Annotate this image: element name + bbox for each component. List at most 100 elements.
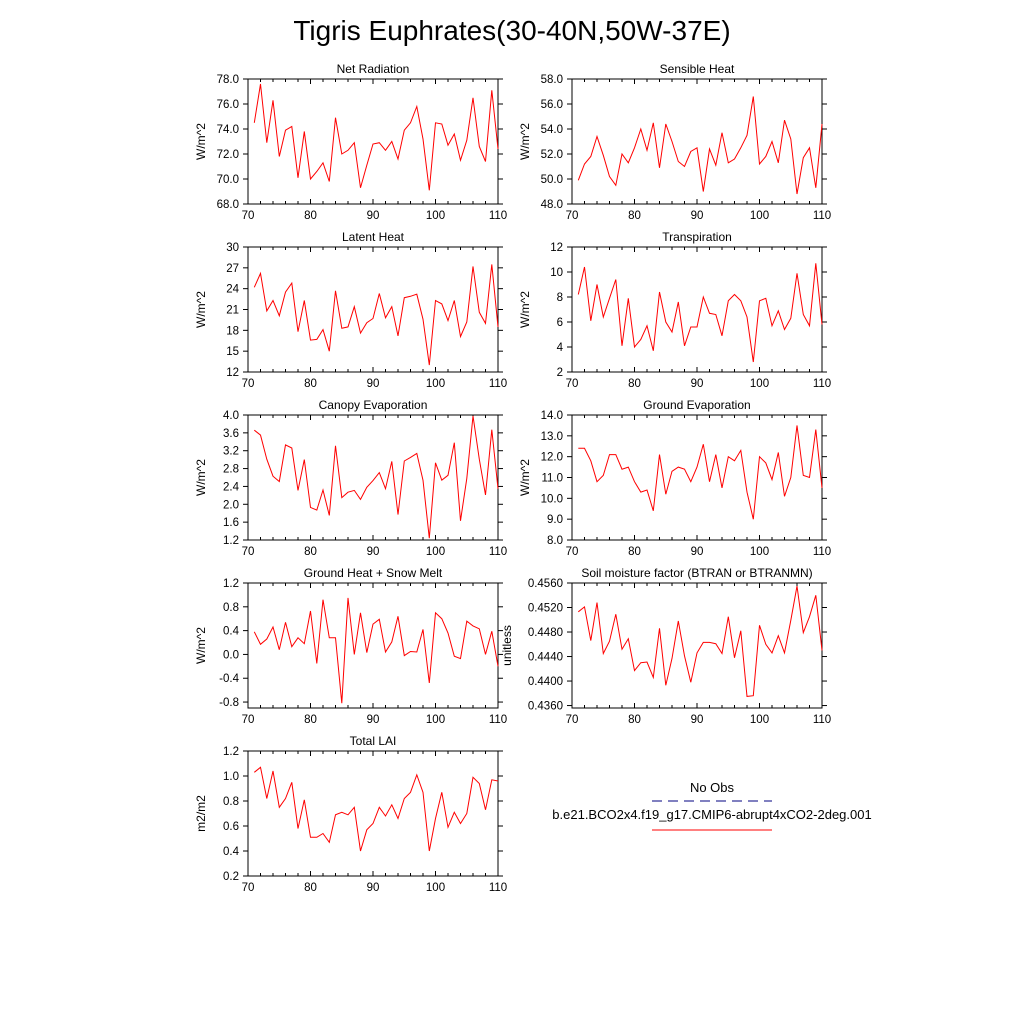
y-tick-label: 13.0 <box>541 431 563 443</box>
x-tick-label: 110 <box>489 546 507 558</box>
y-tick-label: 10 <box>550 267 563 279</box>
y-tick-label: 4.0 <box>223 410 239 422</box>
y-tick-label: 12.0 <box>541 452 563 464</box>
series-line-1 <box>253 766 499 852</box>
y-tick-label: 15 <box>226 346 239 358</box>
x-tick-label: 90 <box>691 378 704 390</box>
x-tick-label: 100 <box>426 546 445 558</box>
chart-panel-9: 70 80 90 100 110 0.2 0.4 0.6 0.8 1.0 1.2 Total LAI m… <box>194 734 507 894</box>
x-tick-label: 100 <box>426 210 445 222</box>
panel-title: Net Radiation <box>337 62 410 76</box>
x-tick-label: 90 <box>367 714 380 726</box>
legend: No Obs b.e21.BCO2x4.f19_g17.CMIP6-abrupt… <box>552 780 872 831</box>
y-tick-label: 48.0 <box>541 199 563 211</box>
y-tick-label: 0.0 <box>223 649 239 661</box>
x-tick-label: 110 <box>489 210 507 222</box>
panel-title: Latent Heat <box>342 230 405 244</box>
x-tick-label: 70 <box>566 714 579 726</box>
x-tick-label: 80 <box>304 546 317 558</box>
y-tick-label: 14.0 <box>541 410 563 422</box>
x-tick-label: 80 <box>304 378 317 390</box>
y-tick-label: 0.6 <box>223 821 239 833</box>
x-tick-label: 70 <box>242 882 255 894</box>
y-axis-label: W/m^2 <box>518 459 532 496</box>
y-axis-label: W/m^2 <box>518 291 532 328</box>
chart-panel-4: 70 80 90 100 110 2 4 6 8 10 12 Transpiration W/m^2 <box>518 230 831 390</box>
y-tick-label: 0.4360 <box>528 701 563 713</box>
panel-title: Sensible Heat <box>660 62 735 76</box>
series-line-1 <box>577 96 823 195</box>
x-tick-label: 70 <box>566 378 579 390</box>
x-tick-label: 100 <box>750 546 769 558</box>
x-tick-label: 100 <box>426 378 445 390</box>
y-tick-label: 11.0 <box>541 473 563 485</box>
plot-frame <box>247 582 499 709</box>
y-tick-label: 0.4440 <box>528 652 563 664</box>
x-tick-label: 80 <box>628 546 641 558</box>
x-tick-label: 100 <box>750 378 769 390</box>
x-tick-label: 90 <box>691 546 704 558</box>
panel-title: Total LAI <box>350 734 397 748</box>
series-line-1 <box>577 586 823 697</box>
y-tick-label: 74.0 <box>217 124 239 136</box>
x-tick-label: 70 <box>566 210 579 222</box>
panel-title: Canopy Evaporation <box>319 398 428 412</box>
y-axis-label: m2/m2 <box>194 795 208 832</box>
plot-frame <box>571 582 823 709</box>
y-axis-label: W/m^2 <box>194 123 208 160</box>
y-tick-label: 6 <box>557 317 563 329</box>
y-axis-label: W/m^2 <box>194 291 208 328</box>
legend-obs-label: No Obs <box>690 780 735 795</box>
x-tick-label: 70 <box>242 546 255 558</box>
x-tick-label: 100 <box>750 210 769 222</box>
y-tick-label: 50.0 <box>541 174 563 186</box>
series-line-1 <box>253 415 499 539</box>
y-axis-label: W/m^2 <box>194 459 208 496</box>
panel-title: Transpiration <box>662 230 732 244</box>
x-tick-label: 100 <box>426 714 445 726</box>
x-tick-label: 80 <box>628 378 641 390</box>
plot-frame <box>247 414 499 541</box>
x-tick-label: 110 <box>489 714 507 726</box>
plot-frame <box>571 414 823 541</box>
y-tick-label: 0.4400 <box>528 676 563 688</box>
y-tick-label: 2 <box>557 367 563 379</box>
plot-frame <box>571 78 823 205</box>
x-tick-label: 90 <box>691 210 704 222</box>
y-tick-label: 10.0 <box>541 493 563 505</box>
x-tick-label: 110 <box>813 378 831 390</box>
y-tick-label: 3.2 <box>223 446 239 458</box>
y-tick-label: 12 <box>550 242 563 254</box>
plot-frame <box>247 750 499 877</box>
series-line-1 <box>578 425 823 520</box>
y-axis-label: W/m^2 <box>518 123 532 160</box>
plot-frame <box>247 246 499 373</box>
y-tick-label: 58.0 <box>541 74 563 86</box>
y-tick-label: 0.4 <box>223 626 240 638</box>
panel-title: Ground Heat + Snow Melt <box>304 566 443 580</box>
figure-title: Tigris Euphrates(30-40N,50W-37E) <box>293 15 730 46</box>
x-tick-label: 90 <box>367 210 380 222</box>
y-tick-label: 0.8 <box>223 796 239 808</box>
panel-title: Soil moisture factor (BTRAN or BTRANMN) <box>581 566 812 580</box>
y-tick-label: 24 <box>226 284 239 296</box>
x-tick-label: 80 <box>304 882 317 894</box>
x-tick-label: 80 <box>304 210 317 222</box>
y-tick-label: -0.4 <box>219 673 239 685</box>
x-tick-label: 110 <box>489 882 507 894</box>
y-tick-label: 0.4 <box>223 846 240 858</box>
y-tick-label: 30 <box>226 242 239 254</box>
y-tick-label: -0.8 <box>219 697 239 709</box>
y-tick-label: 2.4 <box>223 481 240 493</box>
y-tick-label: 56.0 <box>541 99 563 111</box>
x-tick-label: 90 <box>367 546 380 558</box>
y-tick-label: 21 <box>226 305 239 317</box>
series-line-1 <box>253 83 499 191</box>
x-tick-label: 80 <box>628 714 641 726</box>
y-tick-label: 27 <box>226 263 239 275</box>
y-tick-label: 0.2 <box>223 871 239 883</box>
x-tick-label: 90 <box>691 714 704 726</box>
x-tick-label: 110 <box>813 714 831 726</box>
y-tick-label: 1.6 <box>223 517 239 529</box>
